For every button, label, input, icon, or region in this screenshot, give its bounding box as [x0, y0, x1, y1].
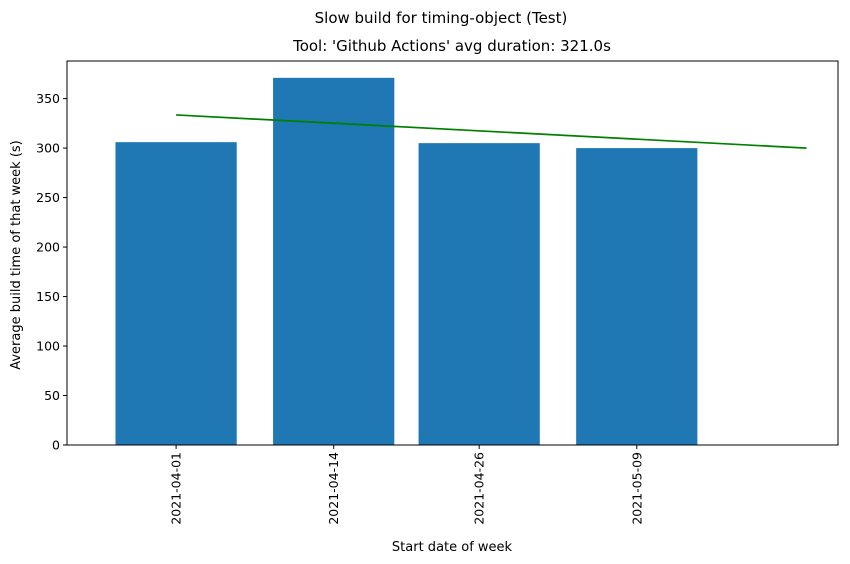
- x-tick-label: 2021-04-14: [326, 452, 341, 525]
- y-tick-label: 350: [36, 91, 60, 106]
- bar: [273, 77, 395, 446]
- x-tick-label: 2021-04-01: [169, 452, 184, 525]
- chart-suptitle: Slow build for timing-object (Test): [315, 9, 568, 27]
- y-tick-label: 300: [36, 141, 60, 156]
- axes-frame: [66, 60, 839, 446]
- x-tick-label: 2021-05-09: [629, 452, 644, 525]
- y-tick-label: 100: [36, 339, 60, 354]
- y-tick-label: 0: [52, 438, 60, 453]
- y-tick-label: 150: [36, 289, 60, 304]
- y-tick-label: 250: [36, 190, 60, 205]
- trend-line: [176, 114, 807, 149]
- y-tick-label: 200: [36, 240, 60, 255]
- x-tick-label: 2021-04-26: [472, 452, 487, 525]
- plot-area: 0 50 100 150 200 250 300 350 2021-04-01 2021-04-1…: [36, 60, 839, 525]
- bar: [576, 148, 698, 446]
- bar: [418, 143, 540, 445]
- chart-title: Tool: 'Github Actions' avg duration: 321…: [292, 37, 611, 55]
- bar: [115, 142, 237, 445]
- y-axis-label: Average build time of that week (s): [9, 140, 24, 370]
- y-tick-label: 50: [44, 388, 60, 403]
- x-axis-label: Start date of week: [392, 540, 513, 555]
